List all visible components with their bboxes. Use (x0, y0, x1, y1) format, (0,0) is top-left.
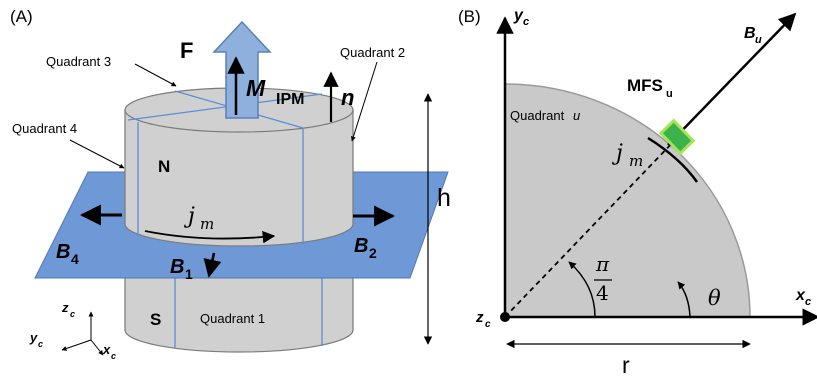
field-b1-arrow (203, 252, 222, 278)
field-b4-label: B (56, 241, 70, 263)
field-b1-label: B (170, 256, 184, 278)
field-bu-sub: u (755, 34, 762, 46)
quadrant-1-label: Quadrant 1 (200, 311, 265, 326)
panel-b-label: (B) (458, 7, 481, 26)
axis-z-sub: c (70, 309, 75, 319)
axis-zc-label: z (475, 309, 484, 326)
axis-yc-label: y (513, 7, 524, 24)
quadrant-3-label: Quadrant 3 (46, 54, 111, 69)
theta-label: θ (708, 286, 721, 310)
axis-z-label: z (61, 300, 69, 315)
axis-yc-sub: c (523, 16, 529, 28)
north-pole-label: N (158, 157, 170, 176)
angle-denominator: 4 (596, 281, 609, 305)
current-subscript: m (200, 215, 214, 233)
panel-a-label: (A) (10, 7, 33, 26)
radius-label: r (622, 352, 630, 378)
field-bu-label: B (744, 25, 756, 42)
axis-zc-sub: c (485, 319, 491, 330)
panel-b: (B) y c x c z c B u MFS u j m Quadrant u… (458, 7, 817, 378)
south-pole-label: S (150, 310, 161, 329)
axis-xc-sub: c (805, 296, 811, 308)
field-bu-arrow (667, 12, 797, 146)
field-b2-label: B (354, 235, 368, 257)
angle-numerator: π (595, 252, 610, 276)
force-label: F (180, 38, 193, 63)
quadrant-3-leader (134, 63, 177, 87)
quadrant-2-leader (350, 61, 378, 142)
normal-label: n (341, 85, 354, 110)
quadrant-4-label: Quadrant 4 (12, 121, 77, 136)
quadrant-2-label: Quadrant 2 (340, 45, 405, 60)
current-arc (647, 136, 699, 183)
panel-a: (A) F M IPM n Quadrant 3 Q (10, 7, 451, 361)
south-pole-body (124, 269, 354, 353)
height-label: h (437, 184, 451, 212)
field-b4-subscript: 4 (71, 251, 79, 267)
axis-x-sub: c (111, 351, 116, 361)
field-b1-subscript: 1 (185, 266, 193, 282)
axis-xc-label: x (795, 287, 806, 304)
axis-x-label: x (102, 342, 111, 357)
quadrant-divider-line (127, 93, 323, 121)
axis-y-label: y (29, 330, 38, 345)
theta-arc (677, 281, 691, 318)
diagonal-dashed-line (504, 136, 679, 318)
panel-a-axes: z c y c x c (29, 300, 116, 361)
mfs-sub: u (666, 88, 673, 100)
pi-over-4-arc (568, 261, 596, 318)
axis-y-sub: c (38, 339, 43, 349)
field-b2-subscript: 2 (369, 245, 377, 261)
current-arrow (144, 230, 276, 244)
moment-subscript: IPM (276, 91, 304, 108)
mfs-sensor (658, 118, 696, 156)
quadrant-u-index: u (573, 108, 580, 123)
b-current-subscript: m (629, 152, 643, 170)
quadrant-u-label: Quadrant (510, 108, 565, 123)
quadrant-4-leader (69, 139, 125, 169)
mfs-label: MFS (627, 76, 663, 95)
moment-label: M (246, 75, 266, 101)
